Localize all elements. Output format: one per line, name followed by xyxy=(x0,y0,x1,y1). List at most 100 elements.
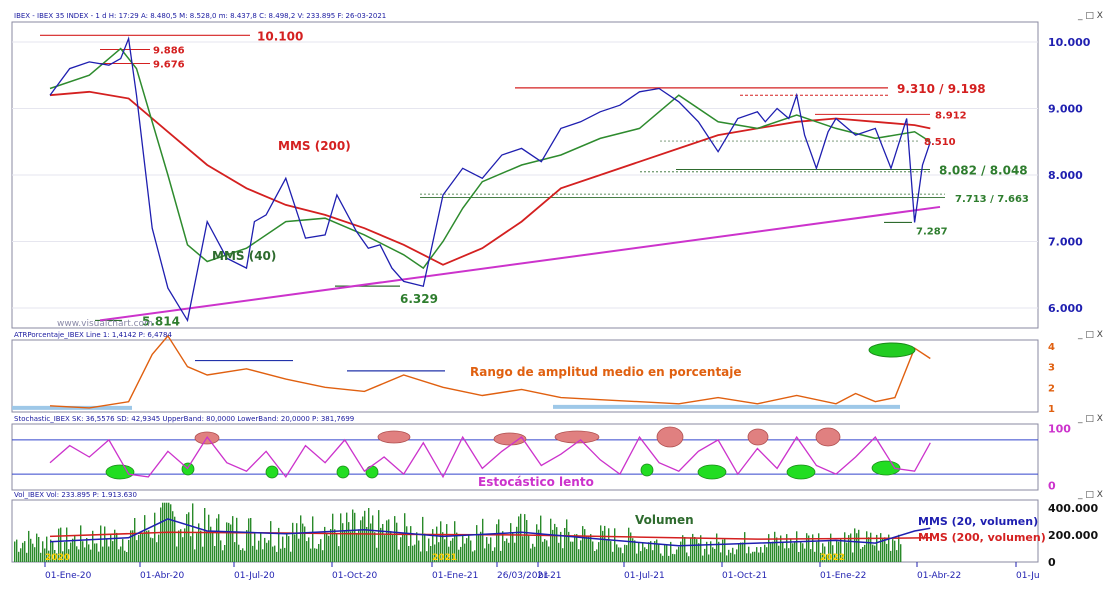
volume-bar xyxy=(326,533,328,562)
x-tick-label: 26/03/2021 xyxy=(497,571,549,581)
volume-bar xyxy=(784,548,786,562)
volume-bar xyxy=(584,529,586,562)
stoch-description-label: Estocástico lento xyxy=(478,475,594,489)
volume-bar xyxy=(160,507,162,562)
watermark: www.visualchart.com xyxy=(57,319,153,329)
volume-bar xyxy=(816,541,818,562)
volume-bar xyxy=(886,543,888,562)
volume-bar xyxy=(66,527,68,562)
volume-bar xyxy=(180,529,182,562)
x-tick-label: br-21 xyxy=(538,571,562,581)
volume-bar xyxy=(302,523,304,562)
volume-bar xyxy=(196,533,198,562)
volume-bar xyxy=(108,546,110,562)
stoch-oversold-highlight xyxy=(640,463,654,477)
volume-bar xyxy=(866,531,868,562)
volume-bar xyxy=(88,544,90,562)
volume-bar xyxy=(200,530,202,562)
volume-bar xyxy=(612,551,614,562)
volume-bar xyxy=(254,532,256,562)
atr-header: ATRPorcentaje_IBEX Line 1: 1,4142 P: 6,4… xyxy=(14,331,172,339)
volume-bar xyxy=(220,540,222,562)
volume-bar xyxy=(616,544,618,562)
volume-bar xyxy=(42,541,44,562)
volume-bar xyxy=(692,533,694,562)
volume-bar xyxy=(778,545,780,562)
volume-bar xyxy=(770,543,772,562)
volume-bar xyxy=(680,541,682,562)
volume-bar xyxy=(856,533,858,562)
volume-bar xyxy=(324,526,326,562)
volume-bar xyxy=(544,539,546,562)
volume-bar xyxy=(190,536,192,562)
x-tick-label: 01-Ene-20 xyxy=(45,571,92,581)
volume-bar xyxy=(264,537,266,562)
volume-bar xyxy=(574,534,576,562)
stoch-panel: 0 100 Estocástico lento xyxy=(12,423,1071,492)
volume-bar xyxy=(694,537,696,562)
volume-bar xyxy=(382,524,384,562)
x-tick-label: 01-Abr-20 xyxy=(140,571,184,581)
volume-bar xyxy=(834,553,836,562)
volume-bar xyxy=(548,546,550,562)
volume-bar xyxy=(854,528,856,562)
volume-bar xyxy=(144,515,146,562)
volume-bar xyxy=(224,545,226,562)
volume-bar xyxy=(332,513,334,562)
volume-bar xyxy=(528,535,530,562)
volume-bar xyxy=(14,541,16,562)
x-tick-label: 01-Ene-22 xyxy=(820,571,866,581)
volume-bar xyxy=(62,551,64,562)
volume-bar xyxy=(100,525,102,562)
volume-bar xyxy=(228,522,230,562)
volume-bar xyxy=(476,525,478,562)
volume-bar xyxy=(152,538,154,562)
volume-bar xyxy=(550,518,552,562)
volume-bar xyxy=(286,533,288,562)
window-controls-volume[interactable]: _ □ X xyxy=(1078,490,1103,500)
volume-bar xyxy=(546,540,548,562)
volume-bar xyxy=(444,539,446,562)
volume-bar xyxy=(18,551,20,562)
volume-bar xyxy=(256,549,258,562)
volume-bar xyxy=(204,508,206,562)
volume-bar xyxy=(34,547,36,562)
volume-bar xyxy=(824,546,826,562)
volume-bar xyxy=(156,542,158,562)
stoch-overbought-highlight xyxy=(554,430,600,444)
volume-bar xyxy=(374,532,376,562)
volume-bar xyxy=(524,514,526,562)
volume-bar xyxy=(608,528,610,562)
atr-description-label: Rango de amplitud medio en porcentaje xyxy=(470,365,742,379)
window-controls-price[interactable]: _ □ X xyxy=(1078,11,1103,21)
x-tick-label: 01-Abr-22 xyxy=(917,571,961,581)
volume-bar xyxy=(140,531,142,562)
window-controls-atr[interactable]: _ □ X xyxy=(1078,330,1103,340)
volume-bar xyxy=(106,539,108,562)
volume-bar xyxy=(246,530,248,562)
volume-bar xyxy=(46,536,48,562)
volume-bar xyxy=(722,539,724,562)
volume-bar xyxy=(344,530,346,562)
volume-bar xyxy=(888,534,890,562)
volume-bar xyxy=(406,526,408,562)
volume-bar xyxy=(638,542,640,562)
volume-bar xyxy=(414,544,416,562)
volume-bar xyxy=(658,543,660,562)
volume-bar xyxy=(566,519,568,562)
volume-bar xyxy=(530,548,532,562)
volume-bar xyxy=(112,541,114,562)
window-controls-stoch[interactable]: _ □ X xyxy=(1078,414,1103,424)
volume-bar xyxy=(272,546,274,562)
volume-bar xyxy=(308,537,310,562)
volume-bar xyxy=(746,553,748,562)
volume-description-label: Volumen xyxy=(635,513,694,527)
volume-bar xyxy=(336,533,338,562)
volume-bar xyxy=(290,551,292,562)
volume-bar xyxy=(714,548,716,562)
volume-bar xyxy=(354,512,356,562)
volume-bar xyxy=(82,541,84,562)
volume-bar xyxy=(262,549,264,562)
atr-panel-frame xyxy=(11,339,1039,413)
volume-bar xyxy=(554,523,556,562)
